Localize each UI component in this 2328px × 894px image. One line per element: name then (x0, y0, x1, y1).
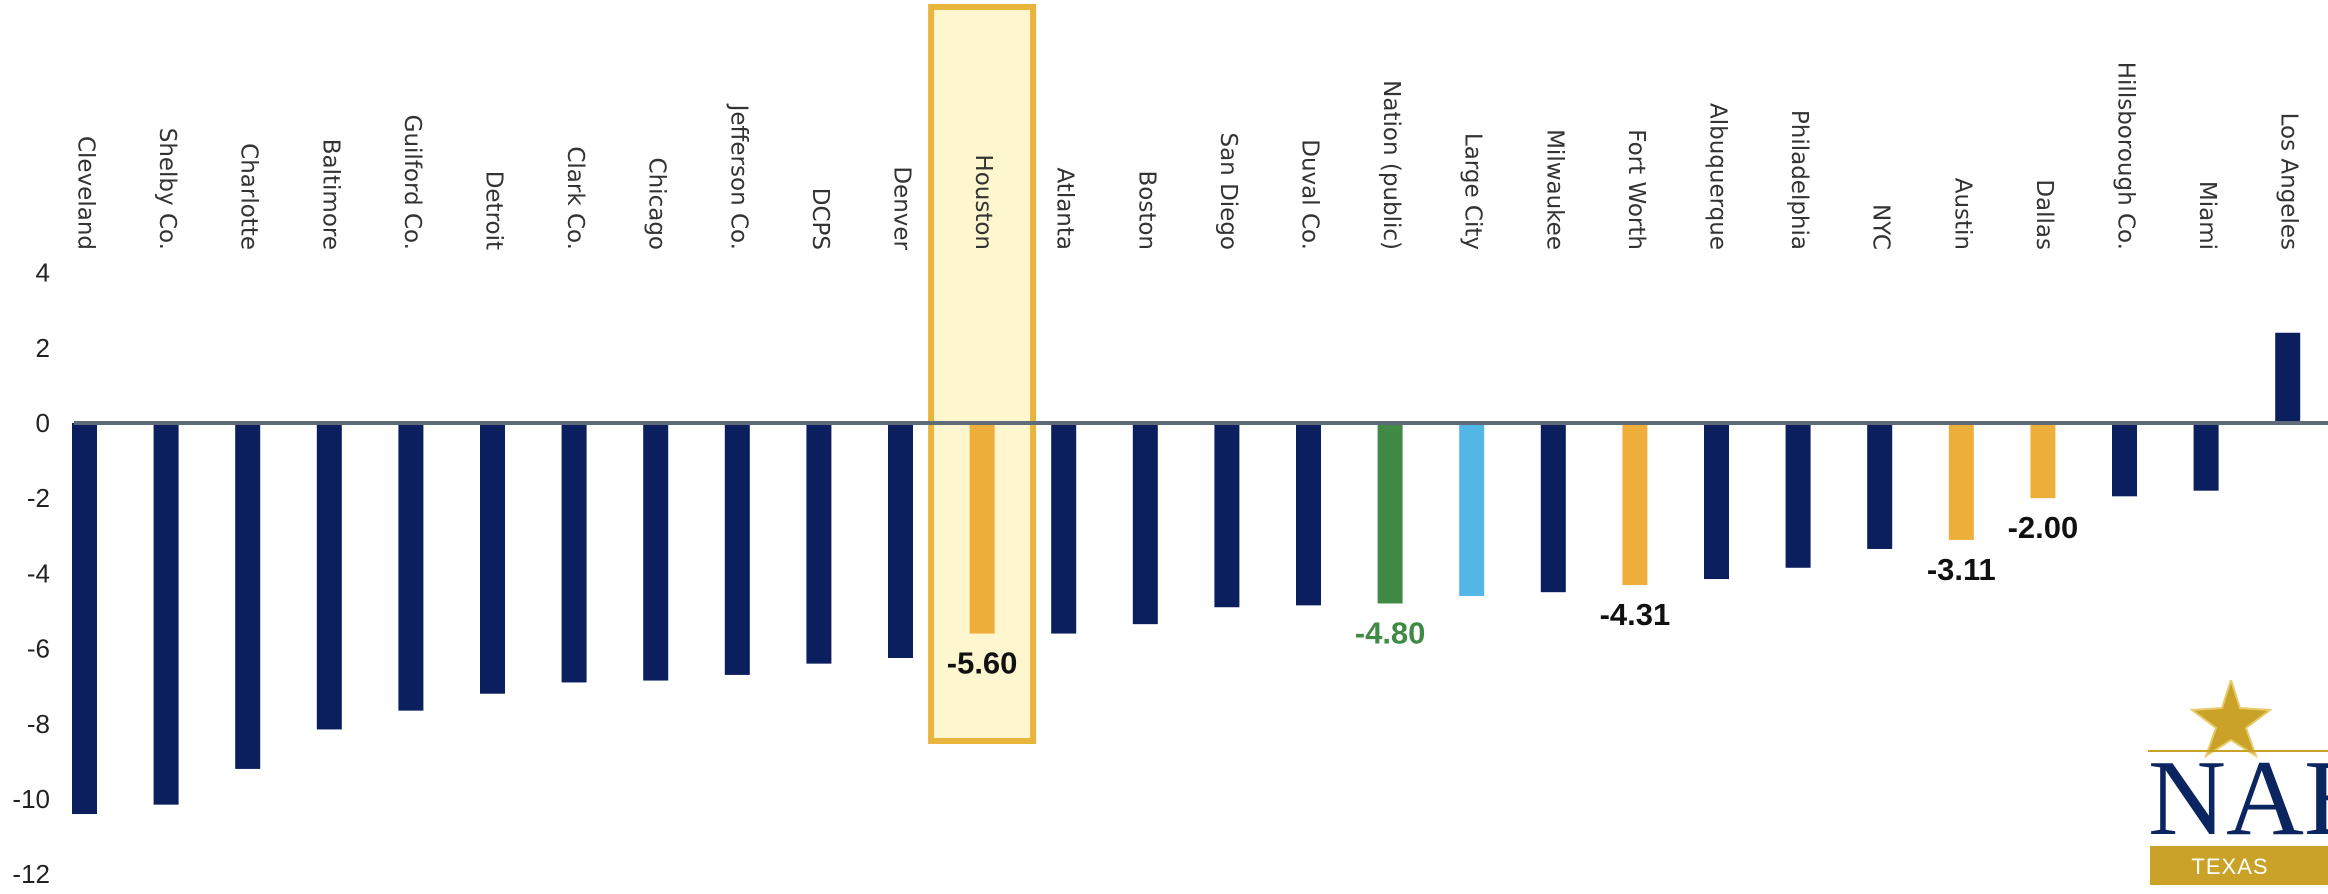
category-label-baltimore: Baltimore (317, 139, 343, 250)
bar-los-angeles (2275, 332, 2301, 423)
category-label-san-diego: San Diego (1215, 132, 1241, 250)
category-label-large-city: Large City (1460, 133, 1486, 250)
bar-denver (888, 423, 913, 658)
bar-atlanta (1051, 423, 1077, 634)
y-tick-label: -2 (27, 483, 50, 513)
bar-houston (969, 423, 995, 634)
category-label-boston: Boston (1133, 170, 1159, 250)
category-label-jefferson-co: Jefferson Co. (725, 103, 751, 250)
category-label-dallas: Dallas (2031, 179, 2057, 250)
bar-large-city (1459, 423, 1485, 596)
category-label-shelby-co: Shelby Co. (154, 128, 180, 250)
category-label-charlotte: Charlotte (236, 143, 262, 250)
category-label-duval-co: Duval Co. (1297, 139, 1323, 250)
star-icon (2189, 676, 2273, 759)
y-axis: 4 2 0 -2 -4 -6 -8 -10 -12 (12, 258, 50, 889)
bar-guilford-co (398, 423, 424, 711)
category-label-albuquerque: Albuquerque (1705, 103, 1731, 250)
bar-nyc (1867, 423, 1893, 549)
category-label-nation-public: Nation (public) (1378, 80, 1404, 250)
y-tick-label: -8 (27, 709, 50, 739)
bar-san-diego (1214, 423, 1240, 608)
category-label-milwaukee: Milwaukee (1541, 129, 1567, 250)
y-tick-label: -6 (27, 634, 50, 664)
data-label-austin: -3.11 (1927, 552, 1996, 587)
category-label-hillsborough-co: Hillsborough Co. (2113, 62, 2139, 250)
bar-milwaukee (1540, 423, 1566, 593)
category-label-houston: Houston (970, 154, 996, 250)
category-labels: Cleveland Shelby Co. Charlotte Baltimore Gui… (73, 62, 2302, 251)
bar-cleveland (72, 423, 97, 815)
bar-duval-co (1296, 423, 1321, 606)
bar-baltimore (316, 423, 342, 730)
bar-dallas (2030, 423, 2056, 499)
y-tick-label: 2 (36, 333, 50, 363)
bar-albuquerque (1704, 423, 1729, 580)
category-label-guilford-co: Guilford Co. (399, 115, 425, 250)
logo-banner (2150, 846, 2328, 885)
bar-dcps (806, 423, 832, 664)
category-label-dcps: DCPS (807, 188, 833, 250)
data-label-nation-public: -4.80 (1355, 615, 1426, 650)
y-tick-label: -10 (12, 784, 50, 814)
bar-charlotte (235, 423, 261, 769)
category-label-nyc: NYC (1868, 204, 1894, 250)
y-tick-label: 0 (36, 408, 50, 438)
category-label-fort-worth: Fort Worth (1623, 129, 1649, 250)
category-label-chicago: Chicago (644, 158, 670, 250)
bar-austin (1948, 423, 1974, 540)
bar-miami (2193, 423, 2219, 491)
bar-fort-worth (1622, 423, 1648, 586)
bar-shelby-co (153, 423, 179, 805)
category-label-clark-co: Clark Co. (562, 146, 588, 250)
bar-nation-public (1377, 423, 1403, 604)
category-label-detroit: Detroit (481, 171, 507, 250)
bar-hillsborough-co (2112, 423, 2137, 497)
y-tick-label: 4 (36, 258, 50, 288)
category-label-cleveland: Cleveland (73, 136, 99, 250)
data-labels: -5.60 -4.80 -4.31 -3.11 -2.00 (947, 510, 2078, 680)
data-label-fort-worth: -4.31 (1600, 597, 1671, 632)
y-tick-label: -4 (27, 558, 50, 588)
nae-texas-logo: NAE TEXAS (2148, 676, 2328, 889)
bar-detroit (480, 423, 505, 694)
category-label-denver: Denver (889, 166, 915, 250)
category-label-los-angeles: Los Angeles (2276, 113, 2302, 250)
bar-chicago (643, 423, 669, 681)
bar-clark-co (561, 423, 587, 683)
logo-subtext: TEXAS (2191, 854, 2268, 879)
category-label-miami: Miami (2194, 181, 2220, 250)
bar-boston (1132, 423, 1158, 625)
bar-philadelphia (1785, 423, 1811, 568)
category-label-atlanta: Atlanta (1052, 167, 1078, 250)
category-label-philadelphia: Philadelphia (1786, 110, 1812, 250)
y-tick-label: -12 (12, 859, 50, 889)
bar-jefferson-co (724, 423, 750, 675)
category-label-austin: Austin (1949, 178, 1975, 250)
data-label-dallas: -2.00 (2008, 510, 2079, 545)
logo-text: NAE (2148, 739, 2328, 858)
data-label-houston: -5.60 (947, 646, 1018, 681)
bars (72, 332, 2301, 815)
